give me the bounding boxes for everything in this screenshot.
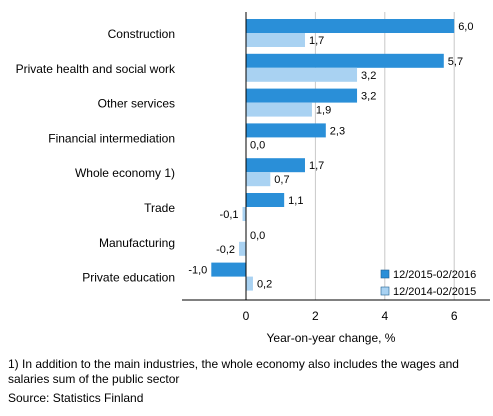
bar <box>246 33 305 47</box>
category-label: Construction <box>108 27 175 41</box>
data-label: 1,1 <box>288 195 303 207</box>
legend: 12/2015-02/2016 12/2014-02/2015 <box>380 269 476 298</box>
legend-label: 12/2015-02/2016 <box>393 269 476 281</box>
bar <box>246 123 326 138</box>
category-label: Whole economy 1) <box>75 166 175 180</box>
category-label: Trade <box>144 201 175 215</box>
bar <box>246 276 253 291</box>
data-label: 6,0 <box>458 21 473 33</box>
data-label: -1,0 <box>188 265 207 277</box>
data-label: 2,3 <box>330 125 345 137</box>
x-tick-label: 4 <box>381 309 388 323</box>
data-label: 3,2 <box>361 91 376 103</box>
bars <box>211 19 455 291</box>
data-label: 0,7 <box>274 174 289 186</box>
source-note: Source: Statistics Finland <box>8 391 144 405</box>
category-label: Other services <box>98 97 175 111</box>
bar <box>246 172 271 187</box>
bar <box>246 193 285 207</box>
data-label: 0,0 <box>250 230 265 242</box>
category-label: Private health and social work <box>16 62 176 76</box>
labels: 0 2 4 6 Construction 6,0 1,7 Private health and… <box>16 21 474 323</box>
bar <box>242 207 246 221</box>
x-axis-title: Year-on-year change, % <box>267 331 396 345</box>
bar <box>246 88 358 103</box>
data-label: 0,2 <box>257 279 272 291</box>
bar-chart: 0 2 4 6 Construction 6,0 1,7 Private health and… <box>16 12 490 345</box>
category-label: Manufacturing <box>99 236 175 250</box>
category-label: Financial intermediation <box>48 131 175 145</box>
legend-swatch <box>380 286 390 296</box>
bar <box>246 67 358 82</box>
x-tick-label: 6 <box>451 309 458 323</box>
x-tick-label: 0 <box>243 309 250 323</box>
bar <box>246 19 455 33</box>
axes <box>182 12 490 301</box>
data-label: 1,7 <box>309 160 324 172</box>
x-tick-label: 2 <box>312 309 319 323</box>
bar <box>246 158 305 173</box>
data-label: 3,2 <box>361 70 376 82</box>
bar <box>246 102 312 117</box>
footnote: 1) In addition to the main industries, t… <box>8 357 459 386</box>
data-label: -0,1 <box>220 209 239 221</box>
data-label: -0,2 <box>216 244 235 256</box>
bar <box>239 241 246 256</box>
bar <box>246 53 444 68</box>
category-label: Private education <box>82 271 175 285</box>
data-label: 1,9 <box>316 105 331 117</box>
data-label: 0,0 <box>250 139 265 151</box>
data-label: 1,7 <box>309 35 324 47</box>
data-label: 5,7 <box>448 56 463 68</box>
bar <box>211 262 246 277</box>
legend-label: 12/2014-02/2015 <box>393 286 476 298</box>
legend-swatch <box>380 269 390 279</box>
